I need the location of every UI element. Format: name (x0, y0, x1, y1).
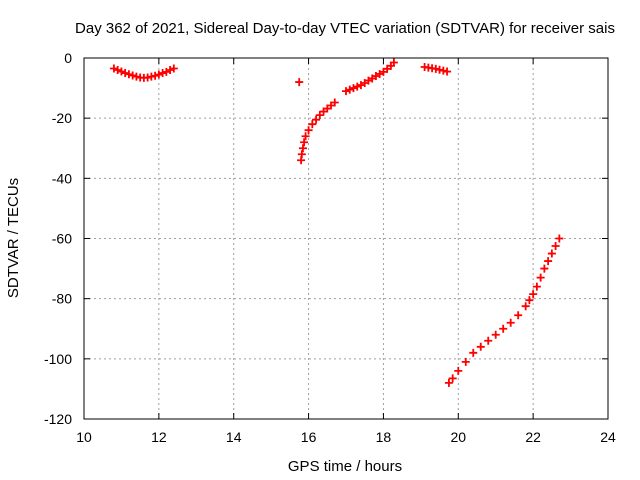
data-point (308, 120, 317, 129)
data-point (544, 257, 553, 266)
data-point (300, 138, 309, 147)
data-point (113, 66, 122, 75)
y-axis-label: SDTVAR / TECUs (5, 178, 22, 298)
x-tick-label: 18 (376, 429, 392, 445)
y-tick-label: 0 (64, 50, 72, 66)
data-point (439, 66, 448, 75)
data-point (444, 378, 453, 387)
data-point (435, 65, 444, 74)
data-point (551, 242, 560, 251)
y-tick-label: -80 (52, 291, 72, 307)
x-axis-label: GPS time / hours (288, 458, 402, 475)
data-point (461, 357, 470, 366)
chart-title: Day 362 of 2021, Sidereal Day-to-day VTE… (75, 20, 615, 37)
data-point (547, 249, 556, 258)
y-tick-label: -20 (52, 110, 72, 126)
data-point (514, 311, 523, 320)
data-point (476, 342, 485, 351)
data-point (154, 70, 163, 79)
data-point (499, 324, 508, 333)
x-tick-label: 12 (151, 429, 167, 445)
x-tick-label: 16 (301, 429, 317, 445)
x-tick-label: 22 (525, 429, 541, 445)
data-point (128, 71, 137, 80)
data-point (124, 70, 133, 79)
data-point (532, 282, 541, 291)
data-point (158, 69, 167, 78)
data-point (491, 330, 500, 339)
data-point (109, 64, 118, 73)
data-point (540, 264, 549, 273)
data-point (297, 150, 306, 159)
data-point (315, 111, 324, 120)
data-point (342, 87, 350, 96)
data-point (389, 58, 398, 67)
data-point (353, 82, 362, 91)
data-point (529, 290, 538, 299)
data-points (109, 58, 564, 387)
data-point (521, 302, 530, 311)
data-point (555, 234, 564, 243)
data-point (295, 78, 304, 87)
data-point (312, 115, 321, 124)
y-tick-label: -40 (52, 170, 72, 186)
data-point (301, 132, 310, 141)
y-tick-labels: 0 -20 -40 -60 -80 -100 -120 (44, 50, 72, 427)
x-tick-label: 20 (450, 429, 466, 445)
data-point (166, 66, 175, 75)
data-point (151, 71, 160, 80)
data-point (431, 64, 440, 73)
y-tick-label: -100 (44, 351, 72, 367)
data-point (143, 73, 152, 82)
data-point (443, 67, 452, 76)
x-tick-label: 14 (226, 429, 242, 445)
x-tick-label: 10 (76, 429, 92, 445)
data-point (525, 296, 534, 305)
data-point (162, 67, 171, 76)
y-tick-label: -120 (44, 411, 72, 427)
axis-ticks (83, 57, 609, 420)
data-point (330, 98, 339, 107)
data-point (469, 348, 478, 357)
data-point (121, 69, 130, 78)
data-point (345, 85, 354, 94)
grid-lines (84, 58, 608, 419)
data-point (454, 366, 463, 375)
data-point (349, 84, 358, 93)
data-point (298, 144, 307, 153)
x-tick-labels: 10 12 14 16 18 20 22 24 (76, 429, 616, 445)
x-tick-label: 24 (600, 429, 616, 445)
y-tick-label: -60 (52, 231, 72, 247)
data-point (117, 67, 126, 76)
data-point (536, 273, 545, 282)
data-point (304, 126, 313, 135)
data-point (448, 374, 457, 383)
data-point (147, 72, 156, 81)
data-point (484, 336, 493, 345)
data-point (132, 72, 141, 81)
data-point (506, 318, 515, 327)
data-point (169, 64, 178, 73)
